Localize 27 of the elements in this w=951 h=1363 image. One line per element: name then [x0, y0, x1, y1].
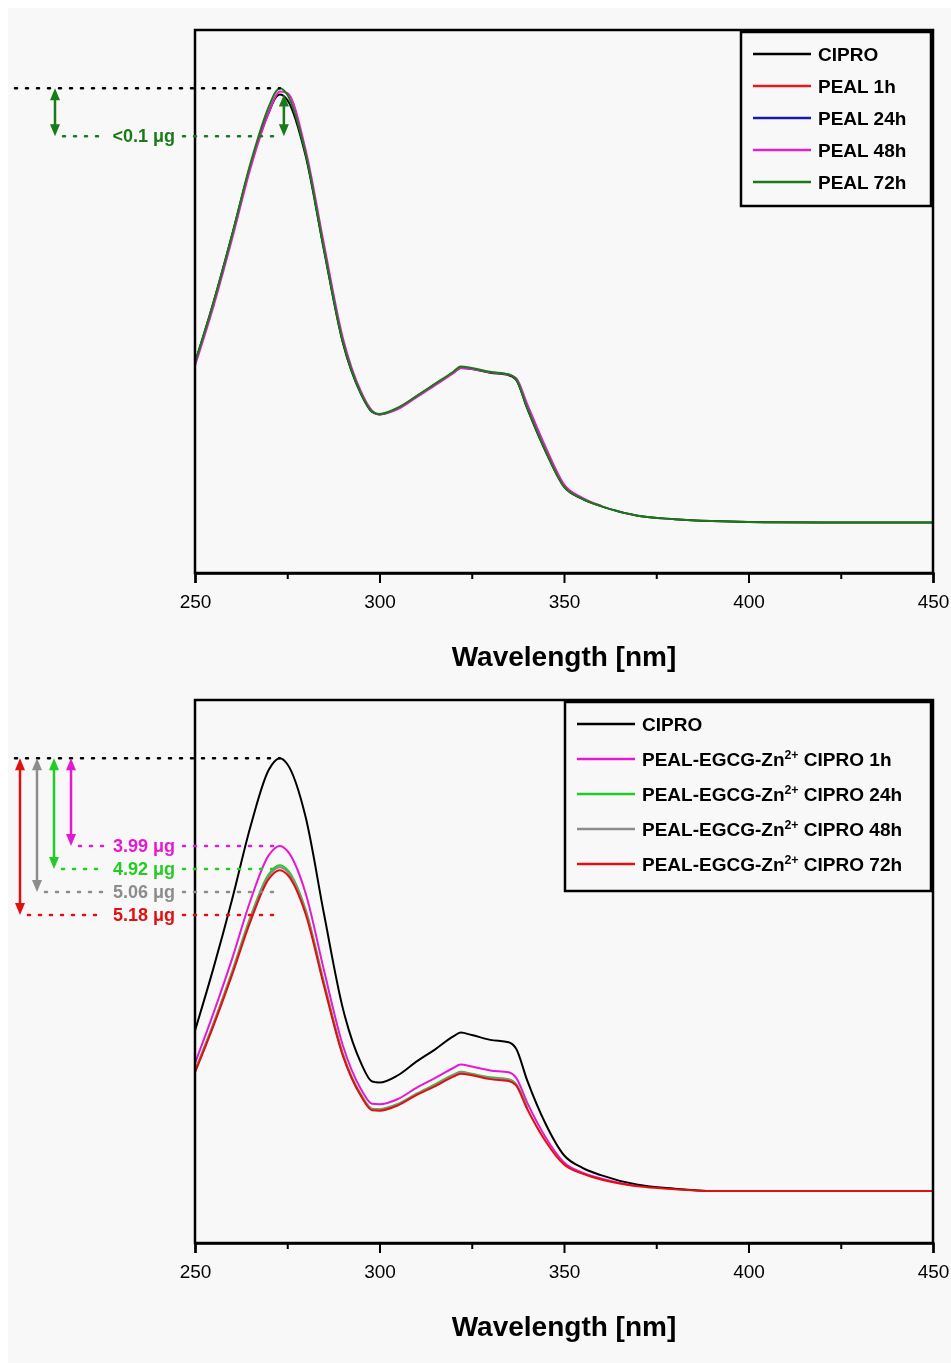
x-tick-label: 350 — [548, 591, 581, 613]
x-tick-label: 450 — [917, 591, 950, 613]
text: 5.06 μg — [112, 881, 175, 902]
x-tick-label: 350 — [548, 1261, 581, 1283]
text: 5.18 μg — [112, 904, 175, 925]
x-tick-label: 300 — [364, 591, 396, 613]
legend-label: PEAL-EGCG-Zn$^{2+}$ CIPRO 1h — [642, 748, 892, 770]
x-axis-title: Wavelength [nm] — [451, 1311, 677, 1342]
x-tick-label: 400 — [733, 591, 765, 613]
x-tick-label: 250 — [179, 1261, 212, 1283]
text: 4.92 μg — [112, 858, 175, 879]
legend-label: PEAL 1h — [818, 76, 896, 97]
x-tick-label: 300 — [364, 1261, 396, 1283]
x-tick-label: 450 — [917, 1261, 950, 1283]
legend-label: CIPRO — [818, 44, 879, 65]
legend-label: PEAL-EGCG-Zn$^{2+}$ CIPRO 72h — [642, 853, 903, 875]
text: 3.99 μg — [112, 835, 175, 856]
legend-label: PEAL 72h — [818, 172, 907, 193]
legend-label: PEAL-EGCG-Zn$^{2+}$ CIPRO 24h — [642, 783, 903, 805]
legend-label: PEAL 48h — [818, 140, 907, 161]
legend-label: PEAL 24h — [818, 108, 907, 129]
legend-label: PEAL-EGCG-Zn$^{2+}$ CIPRO 48h — [642, 818, 903, 840]
x-tick-label: 250 — [179, 591, 212, 613]
x-axis-title: Wavelength [nm] — [451, 641, 677, 672]
x-tick-label: 400 — [733, 1261, 765, 1283]
legend-label: CIPRO — [642, 714, 703, 735]
text: <0.1 μg — [112, 126, 175, 147]
